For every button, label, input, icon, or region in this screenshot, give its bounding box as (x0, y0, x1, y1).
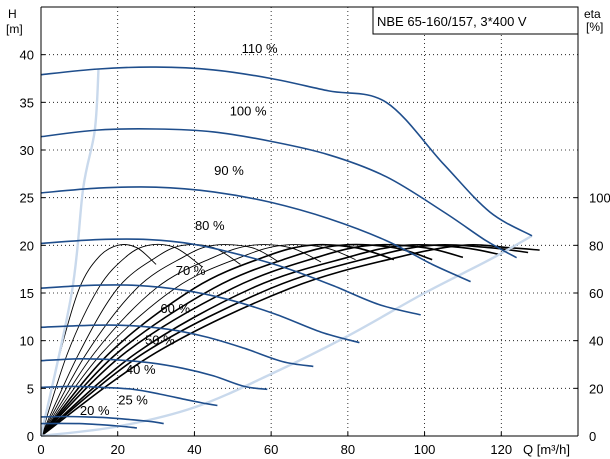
speed-curve (40, 186, 471, 283)
title-box (372, 6, 579, 35)
speed-curve-label: 100 % (230, 104, 267, 119)
y-tick-label: 25 (20, 191, 34, 206)
x-axis-label: Q [m³/h] (523, 442, 570, 457)
y-tick-label: 20 (20, 238, 34, 253)
system-curve (39, 68, 100, 437)
x-tick-label: 80 (341, 442, 355, 457)
x-tick-label: 100 (414, 442, 436, 457)
system-curves (39, 68, 533, 438)
efficiency-curve (40, 244, 322, 437)
speed-curve (40, 238, 421, 316)
speed-curve (40, 357, 268, 391)
y2-tick-label: 100 (589, 191, 610, 206)
speed-curve-label: 20 % (80, 403, 110, 418)
speed-curve (40, 422, 137, 429)
y2-axis-label: eta (584, 7, 601, 21)
speed-curves (40, 66, 533, 429)
efficiency-curve (40, 244, 280, 437)
speed-curve (40, 284, 360, 344)
y2-tick-label: 60 (589, 286, 603, 301)
y2-tick-label: 0 (589, 429, 596, 444)
y-tick-label: 30 (20, 143, 34, 158)
efficiency-curve (40, 243, 464, 437)
y-tick-label: 0 (27, 429, 34, 444)
speed-curve (40, 128, 517, 259)
ticks: 0 20 40 60 80 100 120 0 5 10 15 20 25 30 35 40 0 20 40 60 80… (20, 48, 610, 457)
axes (40, 6, 579, 437)
speed-curve-label: 70 % (176, 263, 206, 278)
speed-curve (40, 324, 314, 368)
x-tick-label: 60 (264, 442, 278, 457)
y2-tick-label: 40 (589, 334, 603, 349)
y2-tick-label: 80 (589, 238, 603, 253)
speed-curve-label: 110 % (242, 41, 278, 56)
speed-curve-label: 60 % (160, 301, 190, 316)
y-tick-label: 40 (20, 48, 34, 63)
speed-labels: 110 % 100 % 90 % 80 % 70 % 60 % 50 % 40 % 25 % 20… (80, 41, 278, 418)
speed-curve (40, 415, 164, 425)
chart-title: NBE 65-160/157, 3*400 V (377, 14, 527, 29)
speed-curve-label: 25 % (118, 393, 148, 408)
y-tick-label: 15 (20, 286, 34, 301)
speed-curve (40, 385, 218, 407)
x-tick-label: 0 (37, 442, 44, 457)
y-axis-label: H (8, 7, 17, 21)
system-curve (40, 234, 533, 438)
y-tick-label: 35 (20, 95, 34, 110)
speed-curve-label: 80 % (195, 218, 225, 233)
y2-axis-unit: [%] (586, 20, 603, 34)
y-tick-label: 5 (27, 381, 34, 396)
efficiency-curve (40, 244, 540, 437)
speed-curve-label: 90 % (214, 163, 244, 178)
x-tick-label: 40 (187, 442, 201, 457)
y2-tick-label: 20 (589, 381, 603, 396)
x-tick-label: 20 (110, 442, 124, 457)
speed-curve-label: 40 % (126, 362, 156, 377)
x-tick-label: 120 (490, 442, 512, 457)
y-axis-unit: [m] (6, 22, 23, 36)
y-tick-label: 10 (20, 334, 34, 349)
speed-curve (40, 66, 533, 237)
speed-curve-label: 50 % (145, 332, 175, 347)
grid (41, 7, 578, 436)
